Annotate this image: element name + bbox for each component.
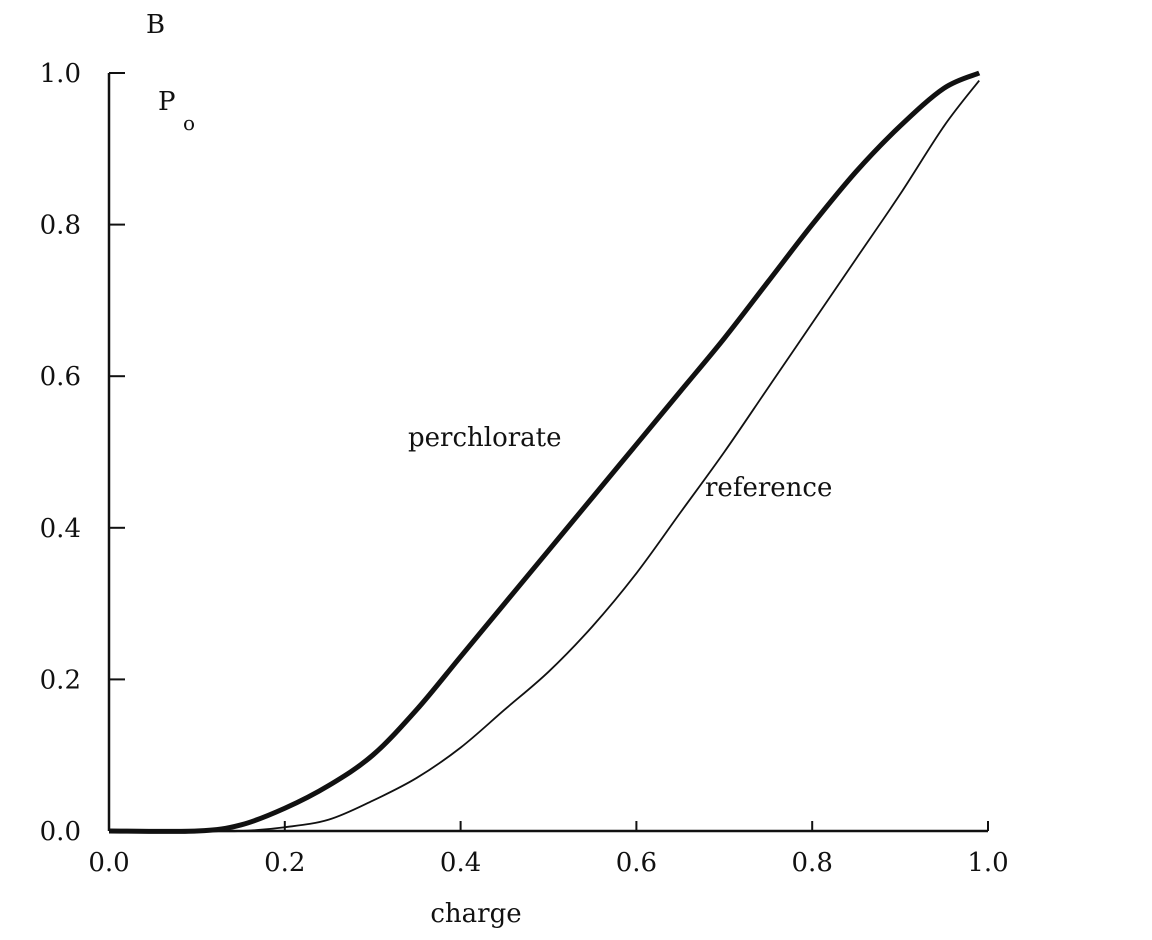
series-line-reference	[109, 80, 980, 833]
panel-label: B	[146, 10, 165, 40]
y-tick-label: 1.0	[40, 59, 81, 89]
series-label-reference: reference	[705, 473, 832, 503]
x-tick-label: 0.0	[88, 848, 129, 878]
y-tick-label: 0.6	[40, 362, 81, 392]
y-tick-label: 0.0	[40, 817, 81, 847]
x-tick-label: 0.8	[792, 848, 833, 878]
y-tick-label: 0.4	[40, 514, 81, 544]
y-tick-label: 0.2	[40, 665, 81, 695]
y-tick-label: 0.8	[40, 211, 81, 241]
y-axis-label: P	[158, 87, 176, 117]
x-axis-label: charge	[430, 899, 521, 929]
x-tick-label: 0.6	[616, 848, 657, 878]
series-line-perchlorate	[108, 70, 981, 834]
x-tick-label: 0.4	[440, 848, 481, 878]
x-tick-label: 1.0	[967, 848, 1008, 878]
y-axis-label-subscript: o	[183, 111, 195, 135]
x-tick-label: 0.2	[264, 848, 305, 878]
series-label-perchlorate: perchlorate	[408, 423, 562, 453]
